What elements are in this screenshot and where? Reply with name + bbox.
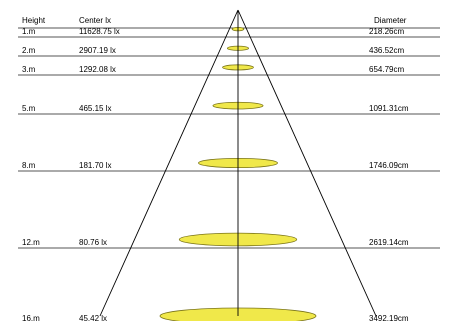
diameter-cell: 218.26cm (369, 27, 405, 36)
diameter-cell: 436.52cm (369, 46, 405, 55)
height-cell: 1.m (22, 27, 36, 36)
center-lux-cell: 2907.19 lx (79, 46, 116, 55)
height-cell: 5.m (22, 104, 36, 113)
center-lux-header: Center lx (79, 16, 112, 25)
diameter-cell: 2619.14cm (369, 238, 409, 247)
height-cell: 2.m (22, 46, 36, 55)
center-lux-cell: 465.15 lx (79, 104, 112, 113)
diameter-cell: 1746.09cm (369, 161, 409, 170)
height-cell: 3.m (22, 65, 36, 74)
diameter-cell: 3492.19cm (369, 314, 409, 323)
diameter-header: Diameter (374, 16, 407, 25)
center-lux-cell: 45.42 lx (79, 314, 108, 323)
height-cell: 12.m (22, 238, 40, 247)
cone-left-edge (99, 9, 239, 317)
center-lux-cell: 11628.75 lx (79, 27, 120, 36)
cone-right-edge (237, 9, 377, 317)
center-lux-cell: 80.76 lx (79, 238, 108, 247)
height-header: Height (22, 16, 46, 25)
beam-cone (99, 9, 377, 317)
diameter-cell: 1091.31cm (369, 104, 409, 113)
table-rows (18, 27, 440, 249)
height-cell: 8.m (22, 161, 36, 170)
height-cell: 16.m (22, 314, 40, 323)
diameter-cell: 654.79cm (369, 65, 405, 74)
center-lux-cell: 1292.08 lx (79, 65, 116, 74)
center-lux-cell: 181.70 lx (79, 161, 112, 170)
